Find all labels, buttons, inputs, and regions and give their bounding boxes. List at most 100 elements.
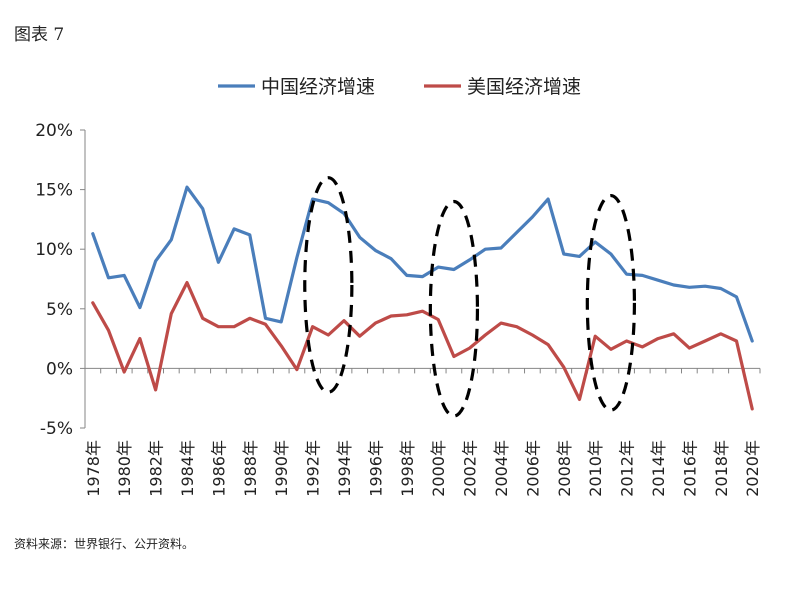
- data-point-usa: [358, 335, 361, 338]
- data-point-usa: [374, 322, 377, 325]
- data-point-usa: [704, 340, 707, 343]
- data-point-china: [688, 286, 691, 289]
- y-tick-label: 10%: [35, 240, 73, 260]
- data-point-china: [248, 233, 251, 236]
- data-point-usa: [468, 347, 471, 350]
- data-point-china: [578, 255, 581, 258]
- data-point-usa: [264, 323, 267, 326]
- x-tick-label: 1998年: [398, 440, 417, 497]
- y-tick-label: 20%: [35, 121, 73, 141]
- data-point-usa: [578, 398, 581, 401]
- data-point-usa: [562, 366, 565, 369]
- data-point-usa: [547, 343, 550, 346]
- data-point-usa: [123, 371, 126, 374]
- x-tick-label: 1980年: [115, 440, 134, 497]
- data-point-usa: [154, 388, 157, 391]
- data-point-usa: [248, 317, 251, 320]
- data-point-china: [735, 295, 738, 298]
- data-point-china: [719, 287, 722, 290]
- data-point-usa: [751, 407, 754, 410]
- data-point-usa: [107, 329, 110, 332]
- data-point-usa: [138, 337, 141, 340]
- chart-annotations: [303, 176, 637, 418]
- data-point-usa: [641, 345, 644, 348]
- data-point-china: [405, 274, 408, 277]
- x-tick-label: 1986年: [209, 440, 228, 497]
- x-tick-label: 2010年: [586, 440, 605, 497]
- data-point-usa: [531, 334, 534, 337]
- data-point-usa: [421, 310, 424, 313]
- data-point-usa: [91, 301, 94, 304]
- figure-label: 图表 7: [14, 25, 65, 45]
- data-point-china: [452, 268, 455, 271]
- data-point-usa: [390, 315, 393, 318]
- x-tick-label: 1982年: [147, 440, 166, 497]
- x-tick-label: 2020年: [743, 440, 762, 497]
- highlight-ellipse-1: [303, 176, 354, 394]
- data-point-usa: [405, 313, 408, 316]
- x-tick-label: 1988年: [241, 440, 260, 497]
- data-point-china: [672, 284, 675, 287]
- y-tick-label: 0%: [46, 359, 73, 379]
- data-point-china: [138, 306, 141, 309]
- data-point-china: [123, 274, 126, 277]
- data-point-china: [625, 273, 628, 276]
- legend-label-china: 中国经济增速: [261, 76, 375, 98]
- data-point-usa: [327, 334, 330, 337]
- data-point-usa: [186, 281, 189, 284]
- x-tick-label: 2018年: [712, 440, 731, 497]
- data-point-china: [186, 186, 189, 189]
- data-point-china: [657, 279, 660, 282]
- data-point-usa: [201, 317, 204, 320]
- data-point-usa: [311, 325, 314, 328]
- data-point-usa: [484, 334, 487, 337]
- data-point-china: [374, 249, 377, 252]
- chart-series: [91, 185, 754, 411]
- data-point-china: [201, 207, 204, 210]
- data-point-china: [562, 253, 565, 256]
- data-point-usa: [719, 332, 722, 335]
- x-tick-label: 2006年: [523, 440, 542, 497]
- data-point-china: [594, 241, 597, 244]
- data-point-usa: [217, 325, 220, 328]
- legend-label-usa: 美国经济增速: [467, 76, 581, 98]
- data-point-usa: [500, 322, 503, 325]
- x-tick-label: 1994年: [335, 440, 354, 497]
- y-tick-label: -5%: [40, 419, 73, 439]
- data-point-usa: [170, 312, 173, 315]
- chart-axes: -5% 0% 5% 10% 15% 20% 1978年 1980年 1982年 1984年 1986…: [35, 121, 762, 497]
- data-point-china: [641, 274, 644, 277]
- data-point-usa: [609, 348, 612, 351]
- data-point-usa: [343, 319, 346, 322]
- x-tick-label: 2008年: [555, 440, 574, 497]
- x-tick-label: 2012年: [618, 440, 637, 497]
- data-point-china: [280, 320, 283, 323]
- data-point-china: [91, 232, 94, 235]
- data-point-china: [468, 258, 471, 261]
- x-tick-label: 1984年: [178, 440, 197, 497]
- data-point-china: [327, 201, 330, 204]
- data-point-china: [437, 266, 440, 269]
- data-point-china: [390, 257, 393, 260]
- data-point-china: [107, 276, 110, 279]
- data-point-china: [154, 260, 157, 263]
- chart-legend: 中国经济增速 美国经济增速: [218, 76, 581, 98]
- x-tick-label: 2000年: [429, 440, 448, 497]
- y-tick-label: 5%: [46, 300, 73, 320]
- data-point-china: [217, 261, 220, 264]
- highlight-ellipse-3: [585, 193, 637, 412]
- data-point-china: [295, 256, 298, 259]
- data-point-usa: [452, 355, 455, 358]
- data-point-usa: [437, 318, 440, 321]
- data-point-china: [609, 253, 612, 256]
- data-point-china: [421, 275, 424, 278]
- series-line-usa: [91, 281, 754, 411]
- data-point-usa: [233, 325, 236, 328]
- data-point-usa: [515, 325, 518, 328]
- series-line-china: [91, 185, 754, 343]
- data-point-china: [358, 236, 361, 239]
- data-point-china: [531, 216, 534, 219]
- data-point-china: [170, 238, 173, 241]
- data-point-usa: [672, 332, 675, 335]
